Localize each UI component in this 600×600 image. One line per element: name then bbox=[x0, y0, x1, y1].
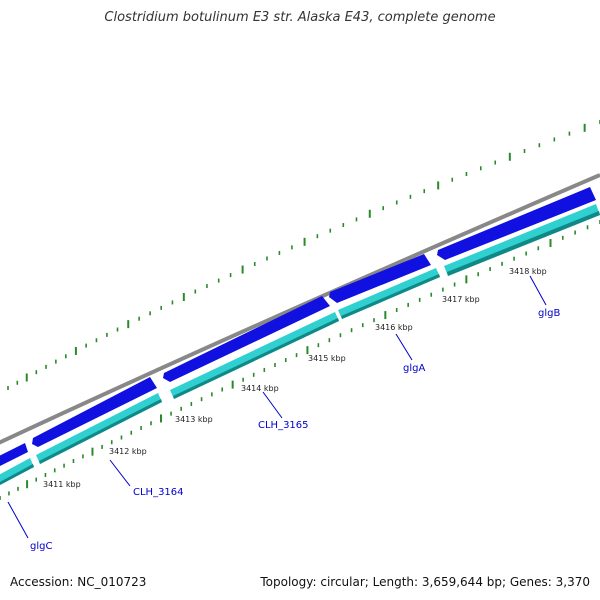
scale-label: 3411 kbp bbox=[43, 480, 81, 489]
gene-arrow-glgB[interactable] bbox=[437, 187, 596, 260]
genome-backbone bbox=[0, 173, 600, 445]
gene-arrow-CLH_3164[interactable] bbox=[32, 377, 157, 447]
cds-CLH_3164-shadow bbox=[39, 399, 162, 464]
gene-label-CLH_3164[interactable]: CLH_3164 bbox=[133, 487, 184, 498]
map-title: Clostridium botulinum E3 str. Alaska E43… bbox=[104, 10, 496, 25]
accession-text: Accession: NC_010723 bbox=[10, 575, 147, 589]
gene-arrow-glgC[interactable] bbox=[0, 443, 28, 467]
gene-label-CLH_3165[interactable]: CLH_3165 bbox=[258, 420, 309, 431]
gene-label-glgA[interactable]: glgA bbox=[403, 363, 425, 374]
scale-label: 3418 kbp bbox=[509, 267, 547, 276]
cds-track bbox=[0, 204, 600, 485]
scale-label: 3412 kbp bbox=[109, 447, 147, 456]
genome-summary-text: Topology: circular; Length: 3,659,644 bp… bbox=[260, 575, 590, 589]
gene-labels: glgC CLH_3164 CLH_3165 glgA glgB bbox=[7, 275, 560, 552]
gene-arrow-glgA[interactable] bbox=[329, 254, 431, 303]
scale-labels: 3411 kbp 3412 kbp 3413 kbp 3414 kbp 3415… bbox=[43, 267, 547, 489]
leader-line-CLH_3165 bbox=[262, 391, 283, 419]
scale-label: 3416 kbp bbox=[375, 323, 413, 332]
gc-content-track bbox=[7, 120, 600, 390]
cds-CLH_3165-shadow bbox=[173, 318, 339, 399]
cds-CLH_3164[interactable] bbox=[36, 393, 162, 464]
cds-CLH_3165[interactable] bbox=[170, 312, 339, 399]
leader-line-glgC bbox=[7, 501, 29, 539]
gene-arrow-CLH_3165[interactable] bbox=[163, 296, 330, 382]
scale-track bbox=[0, 220, 600, 500]
gene-label-glgC[interactable]: glgC bbox=[30, 541, 52, 552]
scale-label: 3415 kbp bbox=[308, 354, 346, 363]
scale-label: 3413 kbp bbox=[175, 415, 213, 424]
forward-gene-track bbox=[0, 187, 596, 467]
cds-glgB-shadow bbox=[447, 211, 600, 276]
scale-label: 3414 kbp bbox=[241, 384, 279, 393]
leader-line-glgA bbox=[395, 333, 413, 361]
cds-glgA[interactable] bbox=[338, 268, 440, 319]
cds-glgA-shadow bbox=[341, 274, 440, 319]
leader-line-glgB bbox=[529, 275, 547, 306]
gene-label-glgB[interactable]: glgB bbox=[538, 308, 560, 319]
scale-label: 3417 kbp bbox=[442, 295, 480, 304]
cds-glgC-shadow bbox=[0, 464, 34, 485]
leader-line-CLH_3164 bbox=[109, 459, 131, 487]
